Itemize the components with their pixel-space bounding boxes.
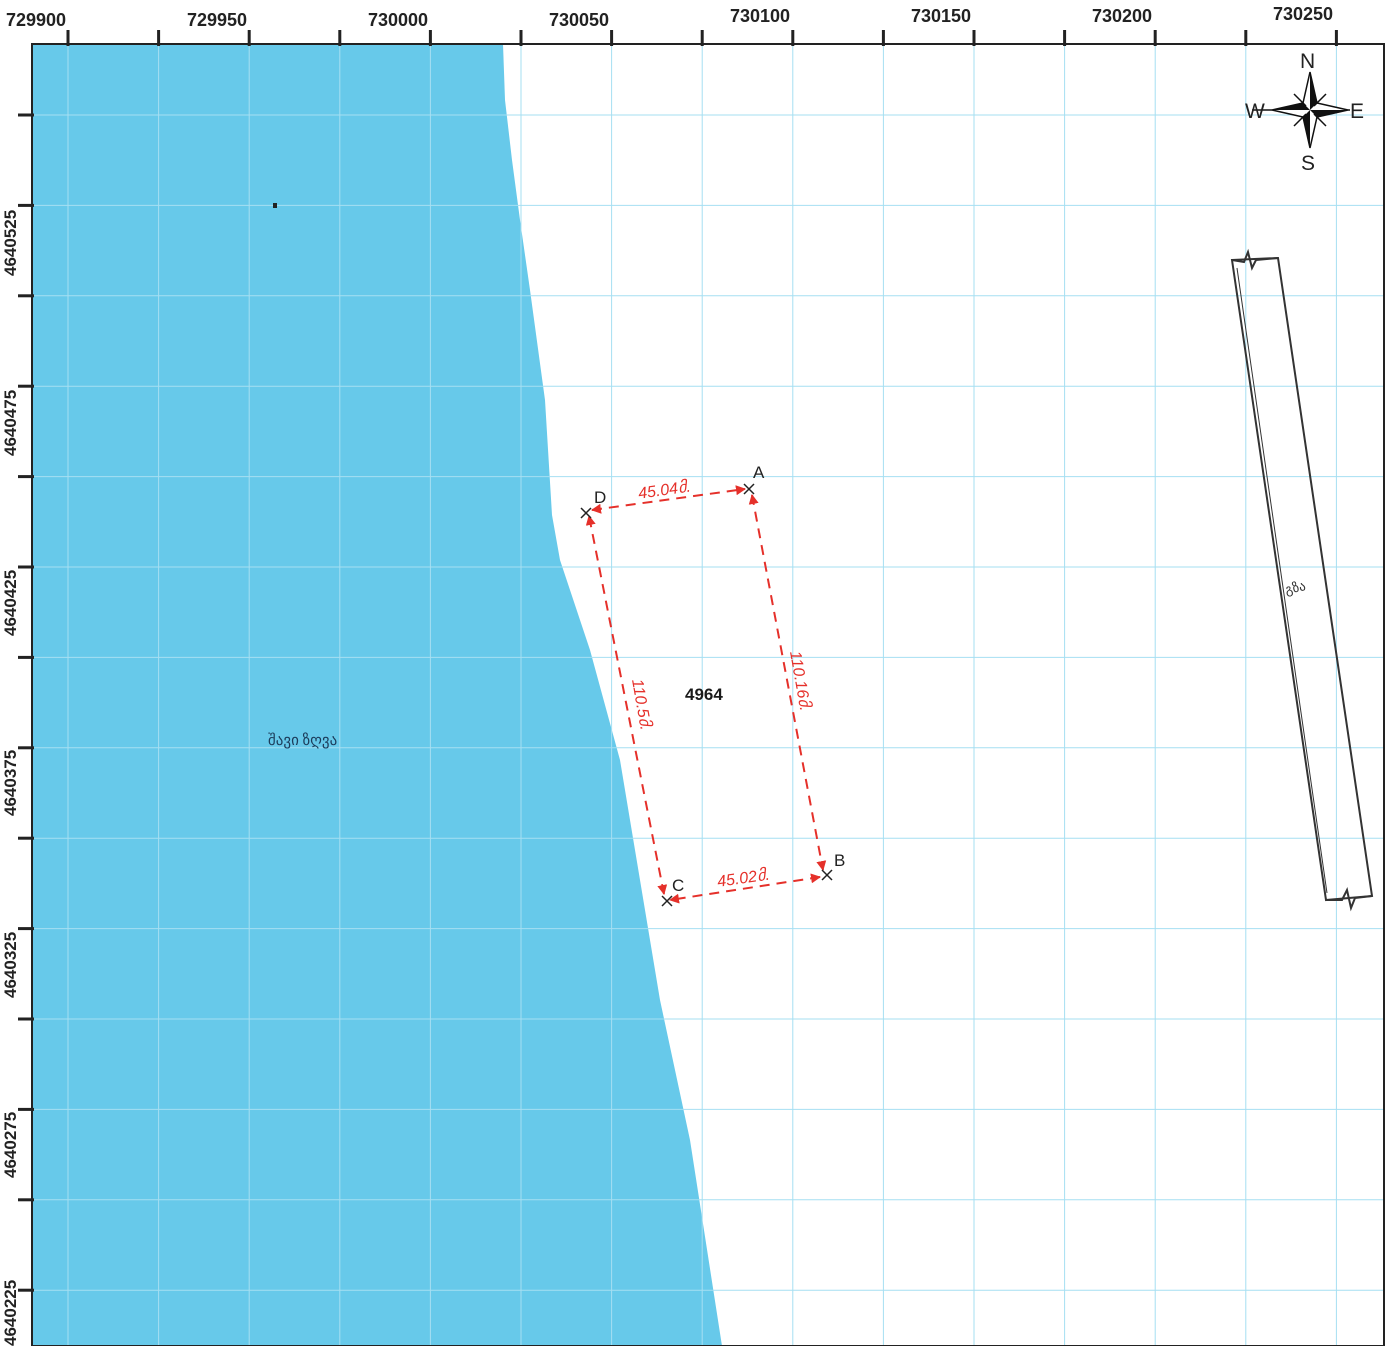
x-tick-label: 729950 — [187, 10, 247, 30]
x-tick-label: 730200 — [1092, 6, 1152, 26]
compass-e-label: E — [1350, 100, 1364, 123]
dimension-line-bc — [669, 873, 821, 904]
dimension-line-cd — [585, 515, 668, 895]
compass-w-label: W — [1245, 100, 1265, 123]
y-tick-label: 4640525 — [1, 210, 20, 276]
y-tick-label: 4640475 — [1, 390, 20, 456]
y-tick-label: 4640275 — [1, 1112, 20, 1178]
compass-n-label: N — [1300, 50, 1315, 73]
compass-s-label: S — [1301, 152, 1315, 175]
road-polygon — [1230, 248, 1374, 912]
dimension-line-da — [591, 485, 746, 514]
road-label: გზა — [1284, 578, 1308, 598]
x-tick-label: 730000 — [368, 10, 428, 30]
parcel-boundary — [585, 485, 827, 904]
y-tick-label: 4640225 — [1, 1280, 20, 1346]
sea-area — [32, 44, 722, 1346]
vertex-c-marker — [661, 895, 673, 907]
vertex-markers — [580, 483, 833, 907]
y-tick-label: 4640375 — [1, 750, 20, 816]
north-arrow-icon — [1252, 71, 1350, 149]
tick-marks — [18, 30, 1338, 1292]
vertex-b-marker — [821, 869, 833, 881]
vertex-d-label: D — [594, 488, 606, 507]
x-tick-label: 730100 — [730, 6, 790, 26]
x-tick-label: 730150 — [911, 6, 971, 26]
x-tick-label: 729900 — [6, 10, 66, 30]
sea-point-marker — [273, 203, 277, 208]
x-tick-label: 730250 — [1273, 4, 1333, 24]
vertex-a-marker — [743, 483, 755, 495]
grid-lines — [32, 44, 1384, 1346]
y-tick-label: 4640325 — [1, 932, 20, 998]
vertex-a-label: A — [753, 463, 765, 482]
vertex-c-label: C — [672, 876, 684, 895]
vertex-d-marker — [580, 507, 592, 519]
x-tick-label: 730050 — [549, 10, 609, 30]
parcel-id-label: 4964 — [685, 685, 723, 704]
dimension-line-ab — [748, 494, 827, 871]
vertex-b-label: B — [834, 851, 845, 870]
y-tick-label: 4640425 — [1, 570, 20, 636]
sea-label: შავი ზღვა — [268, 732, 337, 749]
